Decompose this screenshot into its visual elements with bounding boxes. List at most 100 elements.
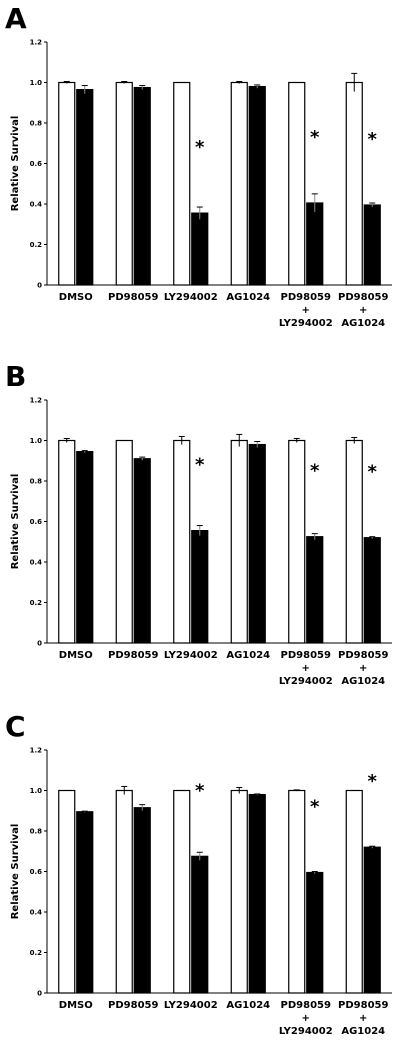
panel: A Relative Survival 0 0.2 0.4 0.6 0.8 1.0 1.2 DMS… [5, 2, 392, 329]
error-bar [236, 80, 243, 84]
bar [345, 789, 363, 994]
x-tick-label: PD98059 + LY294002 [279, 650, 333, 687]
significance-marker: * [195, 780, 205, 801]
error-bar [369, 845, 376, 849]
bar [76, 451, 94, 644]
x-tick-label: PD98059 + LY294002 [279, 1000, 333, 1037]
y-tick-label: 0.2 [30, 949, 43, 957]
bar [115, 81, 133, 286]
significance-marker: * [368, 129, 378, 150]
bar [363, 204, 381, 286]
x-tick-label: PD98059 [108, 1000, 158, 1011]
bar [248, 443, 266, 644]
x-tick-label: AG1024 [226, 292, 270, 303]
y-tick-label: 0.8 [30, 120, 43, 128]
error-bar [351, 436, 358, 444]
error-bar [196, 525, 203, 536]
bar [345, 439, 363, 644]
error-bar [81, 450, 88, 453]
y-tick-label: 1.2 [30, 397, 43, 405]
bar [191, 530, 209, 644]
y-tick-label: 0 [37, 990, 42, 998]
y-tick-label: 0.8 [30, 478, 43, 486]
bar [288, 81, 306, 286]
y-axis-label: Relative Survival [10, 824, 21, 920]
significance-marker: * [195, 455, 205, 476]
x-tick-label: DMSO [59, 1000, 93, 1011]
y-tick-label: 1.0 [30, 79, 43, 87]
error-bar [293, 789, 300, 792]
y-tick-label: 0.6 [30, 518, 43, 526]
significance-marker: * [310, 461, 320, 482]
error-bar [139, 804, 146, 811]
bar [288, 439, 306, 644]
significance-marker: * [368, 462, 378, 483]
y-axis-label: Relative Survival [10, 474, 21, 570]
bar [115, 789, 133, 994]
bar [306, 871, 324, 994]
bar [133, 807, 151, 994]
x-tick-label: PD98059 + AG1024 [338, 292, 388, 329]
y-tick-label: 0.4 [30, 909, 43, 917]
panel: B Relative Survival 0 0.2 0.4 0.6 0.8 1.0 1.2 DMS… [5, 360, 392, 687]
y-tick-label: 0.4 [30, 201, 43, 209]
y-axis-label: Relative Survival [10, 116, 21, 212]
error-bar [369, 536, 376, 539]
significance-marker: * [368, 771, 378, 792]
y-tick-label: 0.6 [30, 160, 43, 168]
significance-marker: * [310, 127, 320, 148]
x-tick-label: PD98059 [108, 650, 158, 661]
error-bar [139, 456, 146, 461]
x-tick-label: AG1024 [226, 650, 270, 661]
y-tick-label: 1.0 [30, 437, 43, 445]
bar [76, 811, 94, 994]
error-bar [254, 84, 261, 89]
y-tick-label: 1.2 [30, 747, 43, 755]
y-tick-label: 0.4 [30, 559, 43, 567]
y-tick-label: 0.8 [30, 828, 43, 836]
y-tick-label: 0.2 [30, 599, 43, 607]
x-tick-label: LY294002 [164, 292, 218, 303]
error-bar [178, 435, 185, 445]
bar [248, 85, 266, 286]
bar [363, 846, 381, 994]
bar [306, 536, 324, 644]
error-bar [254, 441, 261, 448]
bar [76, 88, 94, 286]
bar [173, 789, 191, 994]
bar [248, 793, 266, 994]
x-tick-label: PD98059 + LY294002 [279, 292, 333, 329]
panel-label: B [5, 360, 26, 393]
y-tick-label: 0 [37, 282, 42, 290]
x-tick-label: PD98059 + AG1024 [338, 1000, 388, 1037]
error-bar [121, 785, 128, 795]
bar [191, 855, 209, 994]
error-bar [81, 810, 88, 813]
bar [173, 81, 191, 286]
bar [191, 212, 209, 286]
x-tick-label: PD98059 [108, 292, 158, 303]
error-bar [121, 80, 128, 84]
x-tick-label: AG1024 [226, 1000, 270, 1011]
bar [363, 537, 381, 644]
error-bar [311, 871, 318, 874]
significance-marker: * [195, 137, 205, 158]
x-tick-label: LY294002 [164, 650, 218, 661]
panel: C Relative Survival 0 0.2 0.4 0.6 0.8 1.0 1.2 DMS… [5, 710, 392, 1037]
bar [230, 789, 248, 994]
y-tick-label: 0.2 [30, 241, 43, 249]
error-bar [196, 206, 203, 220]
error-bar [236, 786, 243, 794]
error-bar [139, 85, 146, 90]
bar [345, 81, 363, 286]
bar [288, 789, 306, 994]
error-bar [81, 85, 88, 94]
error-bar [369, 202, 376, 208]
bar [173, 439, 191, 644]
x-tick-label: DMSO [59, 292, 93, 303]
bar [58, 789, 76, 994]
error-bar [63, 80, 70, 84]
error-bar [236, 433, 243, 447]
error-bar [311, 533, 318, 540]
